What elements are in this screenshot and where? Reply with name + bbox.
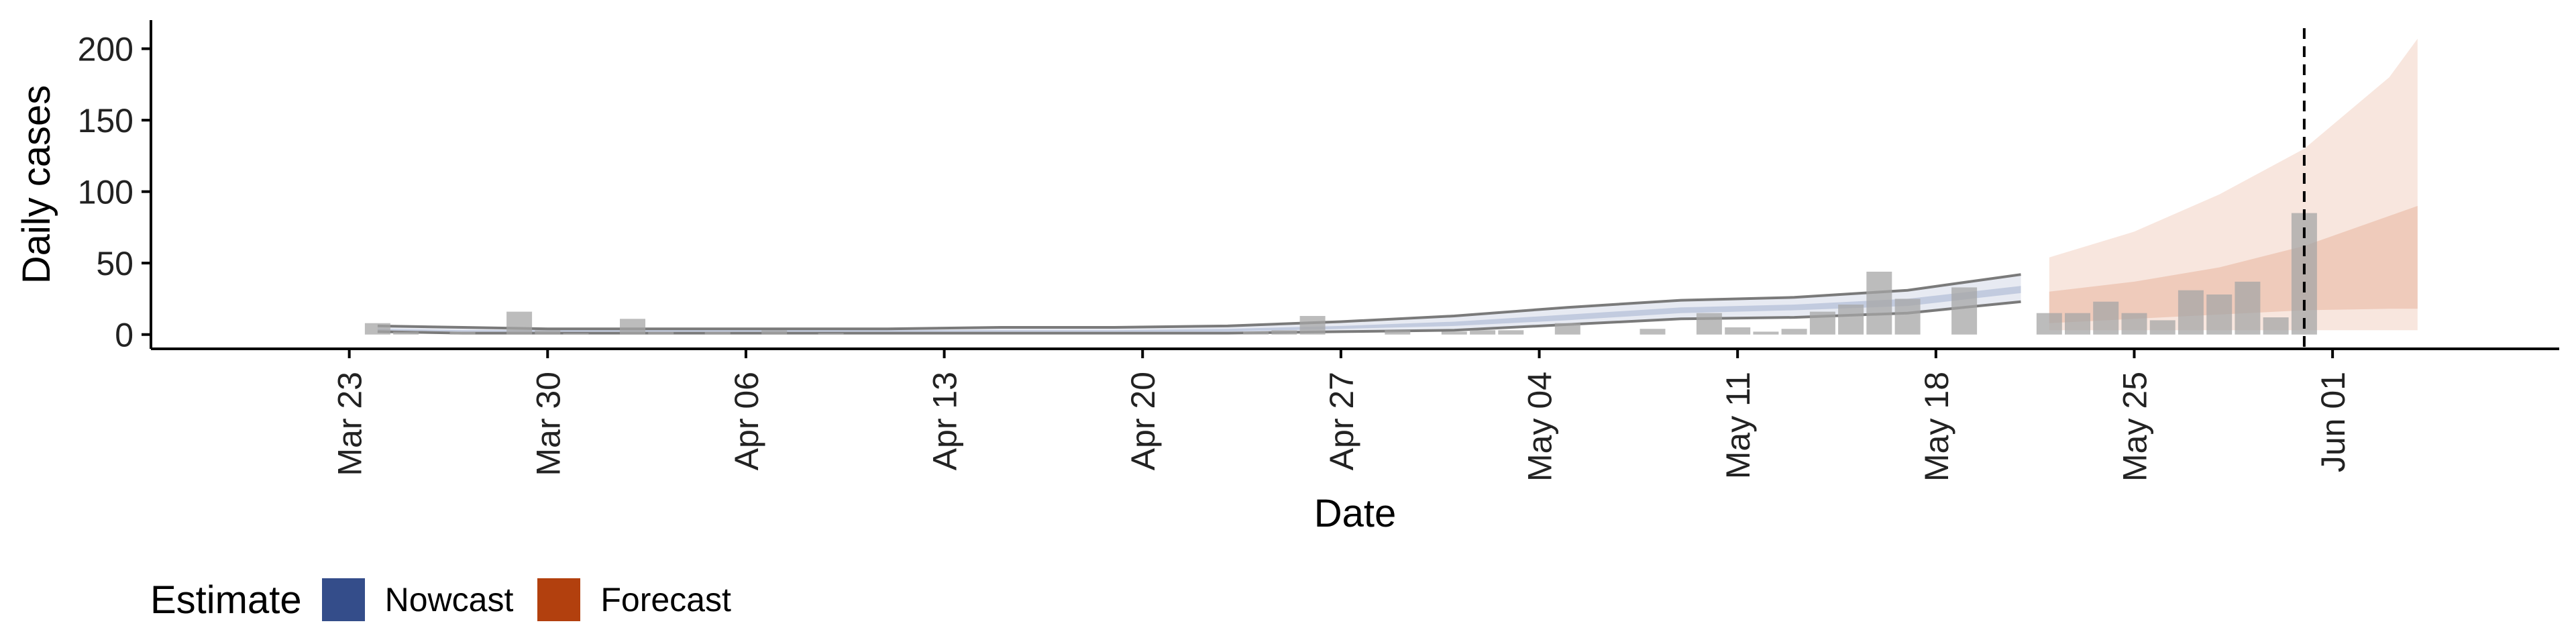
bar [1385,330,1411,335]
bar [704,331,731,335]
bar [1894,299,1921,335]
legend-item-nowcast: Nowcast [321,578,514,621]
bar [1696,313,1722,335]
bar [818,333,844,335]
x-axis-title: Date [1314,492,1397,535]
bar [1554,323,1580,335]
x-tick-label: May 11 [1719,372,1757,479]
legend-label-forecast: Forecast [600,581,731,619]
bar [1243,331,1269,335]
x-tick-label: Mar 30 [529,372,567,476]
bar [1951,287,1978,335]
bar [1838,305,1864,335]
nowcast-upper-line [377,273,2021,331]
bar [1753,331,1779,335]
bar [2206,294,2233,335]
legend-title: Estimate [150,578,302,622]
bar [1441,331,1467,335]
nowcast-ribbons [377,273,2021,335]
x-tick-label: Apr 06 [728,372,765,470]
y-tick-label: 150 [78,102,133,140]
chart-canvas: 0 50 100 150 200 Mar 23 Mar 30 Apr 06 Apr 13 Apr … [15,20,2559,535]
bar [393,331,419,335]
y-tick-label: 50 [96,245,133,282]
bar [2263,317,2289,335]
y-tick-label: 100 [78,174,133,211]
bar [1866,272,1892,335]
legend-label-nowcast: Nowcast [384,581,514,619]
bar [620,319,645,335]
bar [2121,313,2147,335]
axes: 0 50 100 150 200 Mar 23 Mar 30 Apr 06 Apr 13 Apr … [78,20,2559,482]
x-tick-label: Apr 27 [1323,372,1360,470]
legend-swatch-nowcast [321,578,365,621]
bar [1470,330,1496,335]
bar [2149,320,2176,335]
bar [648,331,674,335]
x-tick-label: May 18 [1918,372,1955,482]
bar [535,330,561,335]
bar [563,333,589,335]
bar [1299,316,1326,335]
bar [506,311,533,335]
bar [1781,329,1807,335]
bar [2178,290,2204,335]
x-tick-label: Jun 01 [2314,372,2352,472]
y-tick-label: 200 [78,31,133,68]
y-axis-title: Daily cases [15,85,58,284]
bar [2036,313,2062,335]
legend-swatch-forecast [537,578,581,621]
bar [1809,311,1835,335]
bar [1498,330,1524,335]
daily-case-bars [364,213,2317,335]
bar [364,323,390,335]
bar [1725,327,1751,335]
bar [2065,313,2090,335]
bar [1640,329,1666,335]
x-tick-label: Apr 20 [1124,372,1162,470]
nowcast-outer-band [377,274,2021,333]
nowcast-inner-band [377,286,2021,332]
forecast-ribbons [2049,38,2418,331]
bar [761,330,788,335]
bar [2093,301,2119,335]
bar [1271,330,1297,335]
bar [2235,281,2261,335]
legend: Estimate Nowcast Forecast [150,576,755,624]
nowcast-lower-line [377,300,2021,335]
x-tick-label: May 25 [2116,372,2154,482]
y-tick-label: 0 [115,317,133,354]
x-tick-label: Mar 23 [331,372,369,476]
x-tick-label: May 04 [1521,372,1559,482]
x-tick-label: Apr 13 [926,372,964,470]
legend-item-forecast: Forecast [537,578,731,621]
bar [449,331,476,335]
forecast-inner-band [2049,206,2418,323]
